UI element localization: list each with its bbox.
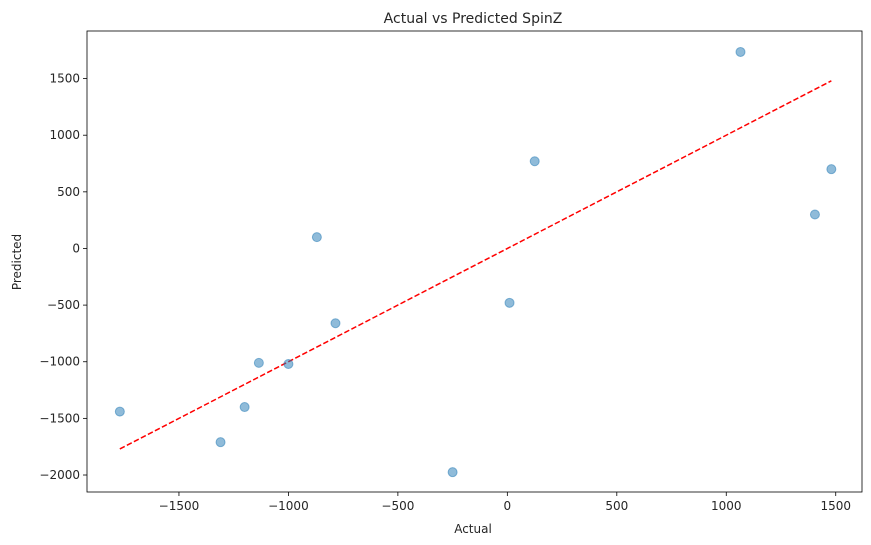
x-tick-label: −500 — [381, 499, 414, 513]
x-tick-label: −1000 — [268, 499, 309, 513]
scatter-point — [504, 297, 515, 308]
y-tick-label: 1500 — [49, 72, 80, 86]
reference-line — [119, 80, 832, 450]
scatter-point — [215, 437, 226, 448]
y-tick-label: 1000 — [49, 128, 80, 142]
y-axis: −2000 −1500 −1000 −500 0 500 1000 1500 — [39, 72, 87, 482]
y-tick-label: −1500 — [39, 411, 80, 425]
scatter-point — [330, 318, 341, 329]
y-tick-label: 500 — [57, 185, 80, 199]
x-tick-label: 1000 — [711, 499, 742, 513]
y-tick-label: −1000 — [39, 355, 80, 369]
scatter-point — [283, 359, 294, 370]
x-tick-label: 0 — [504, 499, 512, 513]
scatter-point — [239, 402, 250, 413]
x-axis-label: Actual — [454, 522, 492, 536]
scatter-point — [809, 209, 820, 220]
scatter-point — [447, 467, 458, 478]
scatter-point — [114, 406, 125, 417]
scatter-point — [311, 232, 322, 243]
x-axis: −1500 −1000 −500 0 500 1000 1500 — [159, 492, 851, 513]
scatter-point — [735, 46, 746, 57]
plot-area — [114, 46, 837, 478]
scatter-point — [826, 164, 837, 175]
plot-frame — [86, 30, 863, 493]
x-tick-label: 500 — [605, 499, 628, 513]
x-tick-label: −1500 — [159, 499, 200, 513]
y-axis-label: Predicted — [10, 234, 24, 290]
chart-title: Actual vs Predicted SpinZ — [384, 11, 563, 27]
scatter-point — [253, 357, 264, 368]
x-tick-label: 1500 — [820, 499, 851, 513]
scatter-point — [529, 156, 540, 167]
y-tick-label: 0 — [72, 241, 80, 255]
y-tick-label: −500 — [47, 298, 80, 312]
y-tick-label: −2000 — [39, 468, 80, 482]
